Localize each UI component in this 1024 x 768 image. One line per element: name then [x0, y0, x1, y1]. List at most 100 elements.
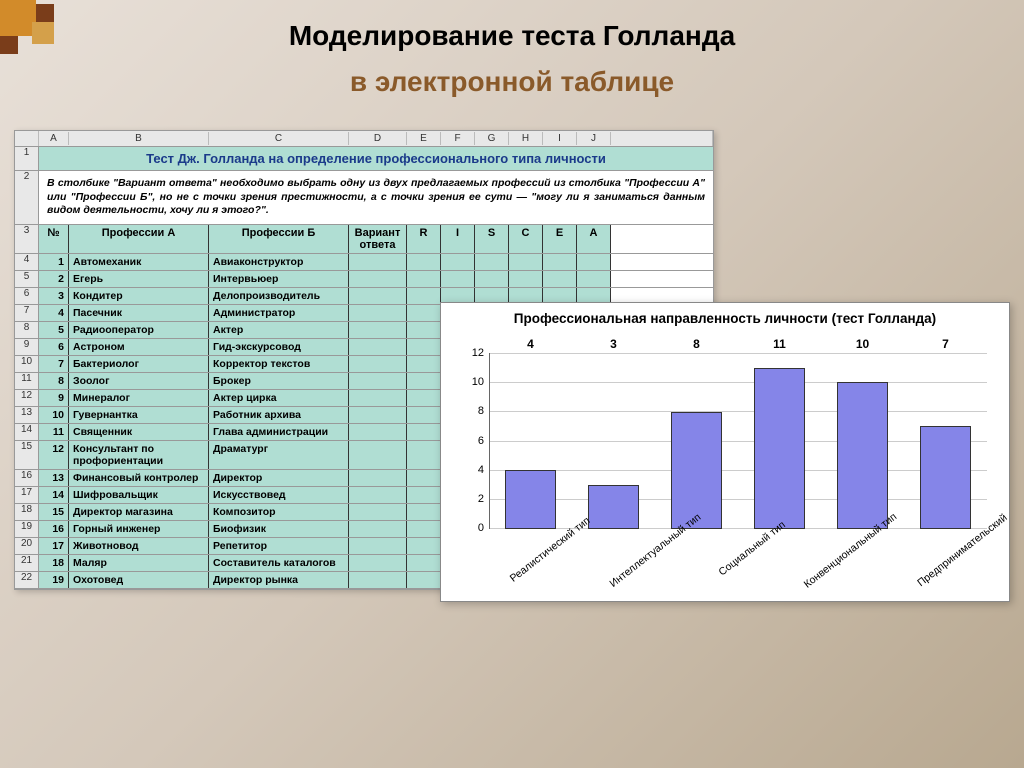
cell-prof-b: Делопроизводитель	[209, 288, 349, 304]
row-number: 2	[15, 171, 39, 224]
cell-variant[interactable]	[349, 356, 407, 372]
chart-panel: Профессиональная направленность личности…	[440, 302, 1010, 602]
cell-variant[interactable]	[349, 254, 407, 270]
decor-small-1	[36, 4, 54, 22]
row-number: 15	[15, 441, 39, 469]
cell-variant[interactable]	[349, 322, 407, 338]
cell-prof-b: Глава администрации	[209, 424, 349, 440]
y-tick-label: 10	[472, 376, 490, 388]
header-code-c: C	[509, 225, 543, 253]
cell-variant[interactable]	[349, 487, 407, 503]
cell-code	[407, 305, 441, 321]
cell-variant[interactable]	[349, 373, 407, 389]
bar-wrap: 3	[572, 353, 655, 529]
cell-prof-a: Кондитер	[69, 288, 209, 304]
cell-code	[407, 555, 441, 571]
corner-cell	[15, 131, 39, 146]
cell-code	[407, 470, 441, 486]
bar-value-label: 8	[693, 337, 700, 351]
sheet-description-row: 2 В столбике "Вариант ответа" необходимо…	[15, 171, 713, 225]
slide-title: Моделирование теста Голланда	[0, 20, 1024, 52]
cell-variant[interactable]	[349, 288, 407, 304]
cell-variant[interactable]	[349, 424, 407, 440]
cell-num: 18	[39, 555, 69, 571]
row-number: 3	[15, 225, 39, 253]
row-number: 22	[15, 572, 39, 588]
cell-num: 9	[39, 390, 69, 406]
header-code-i: I	[441, 225, 475, 253]
cell-prof-b: Драматург	[209, 441, 349, 469]
chart-bars: 43811107	[489, 353, 987, 529]
row-number: 6	[15, 288, 39, 304]
slide-titles: Моделирование теста Голланда в электронн…	[0, 0, 1024, 98]
chart-plot-area: 024681012 43811107	[489, 353, 987, 529]
slide-subtitle: в электронной таблице	[0, 66, 1024, 98]
cell-code	[407, 504, 441, 520]
row-number: 11	[15, 373, 39, 389]
row-number: 9	[15, 339, 39, 355]
row-number: 16	[15, 470, 39, 486]
cell-num: 19	[39, 572, 69, 588]
column-letter: D	[349, 132, 407, 145]
bar-wrap: 7	[904, 353, 987, 529]
cell-prof-a: Минералог	[69, 390, 209, 406]
sheet-header-row: 3 № Профессии А Профессии Б Вариант отве…	[15, 225, 713, 254]
cell-prof-a: Пасечник	[69, 305, 209, 321]
header-code-a: A	[577, 225, 611, 253]
cell-variant[interactable]	[349, 572, 407, 588]
cell-prof-a: Шифровальщик	[69, 487, 209, 503]
row-number: 18	[15, 504, 39, 520]
row-number: 17	[15, 487, 39, 503]
bar-wrap: 8	[655, 353, 738, 529]
cell-prof-a: Маляр	[69, 555, 209, 571]
cell-code	[441, 271, 475, 287]
cell-prof-a: Финансовый контролер	[69, 470, 209, 486]
cell-code	[407, 288, 441, 304]
cell-variant[interactable]	[349, 390, 407, 406]
cell-prof-a: Гувернантка	[69, 407, 209, 423]
cell-num: 4	[39, 305, 69, 321]
decor-mid	[32, 22, 54, 44]
cell-prof-a: Зоолог	[69, 373, 209, 389]
cell-prof-a: Горный инженер	[69, 521, 209, 537]
cell-variant[interactable]	[349, 521, 407, 537]
row-number: 13	[15, 407, 39, 423]
cell-prof-b: Актер цирка	[209, 390, 349, 406]
cell-variant[interactable]	[349, 339, 407, 355]
cell-variant[interactable]	[349, 305, 407, 321]
cell-code	[475, 271, 509, 287]
cell-prof-b: Директор рынка	[209, 572, 349, 588]
header-prof-b: Профессии Б	[209, 225, 349, 253]
cell-variant[interactable]	[349, 407, 407, 423]
bar-value-label: 4	[527, 337, 534, 351]
cell-code	[407, 322, 441, 338]
cell-variant[interactable]	[349, 538, 407, 554]
cell-code	[407, 339, 441, 355]
column-letter: F	[441, 132, 475, 145]
sheet-title-cell: Тест Дж. Голланда на определение професс…	[39, 147, 713, 170]
column-letter: E	[407, 132, 441, 145]
cell-num: 6	[39, 339, 69, 355]
cell-variant[interactable]	[349, 504, 407, 520]
cell-prof-b: Гид-экскурсовод	[209, 339, 349, 355]
header-num: №	[39, 225, 69, 253]
cell-variant[interactable]	[349, 271, 407, 287]
cell-num: 12	[39, 441, 69, 469]
bar-value-label: 7	[942, 337, 949, 351]
cell-prof-b: Работник архива	[209, 407, 349, 423]
cell-num: 13	[39, 470, 69, 486]
cell-variant[interactable]	[349, 441, 407, 469]
cell-prof-a: Консультант по профориентации	[69, 441, 209, 469]
cell-prof-b: Репетитор	[209, 538, 349, 554]
cell-prof-b: Интервьюер	[209, 271, 349, 287]
cell-num: 5	[39, 322, 69, 338]
row-number: 5	[15, 271, 39, 287]
decor-big	[0, 0, 36, 36]
cell-variant[interactable]	[349, 470, 407, 486]
cell-num: 16	[39, 521, 69, 537]
cell-code	[475, 254, 509, 270]
cell-variant[interactable]	[349, 555, 407, 571]
y-tick-label: 12	[472, 347, 490, 359]
cell-code	[407, 407, 441, 423]
row-number: 10	[15, 356, 39, 372]
